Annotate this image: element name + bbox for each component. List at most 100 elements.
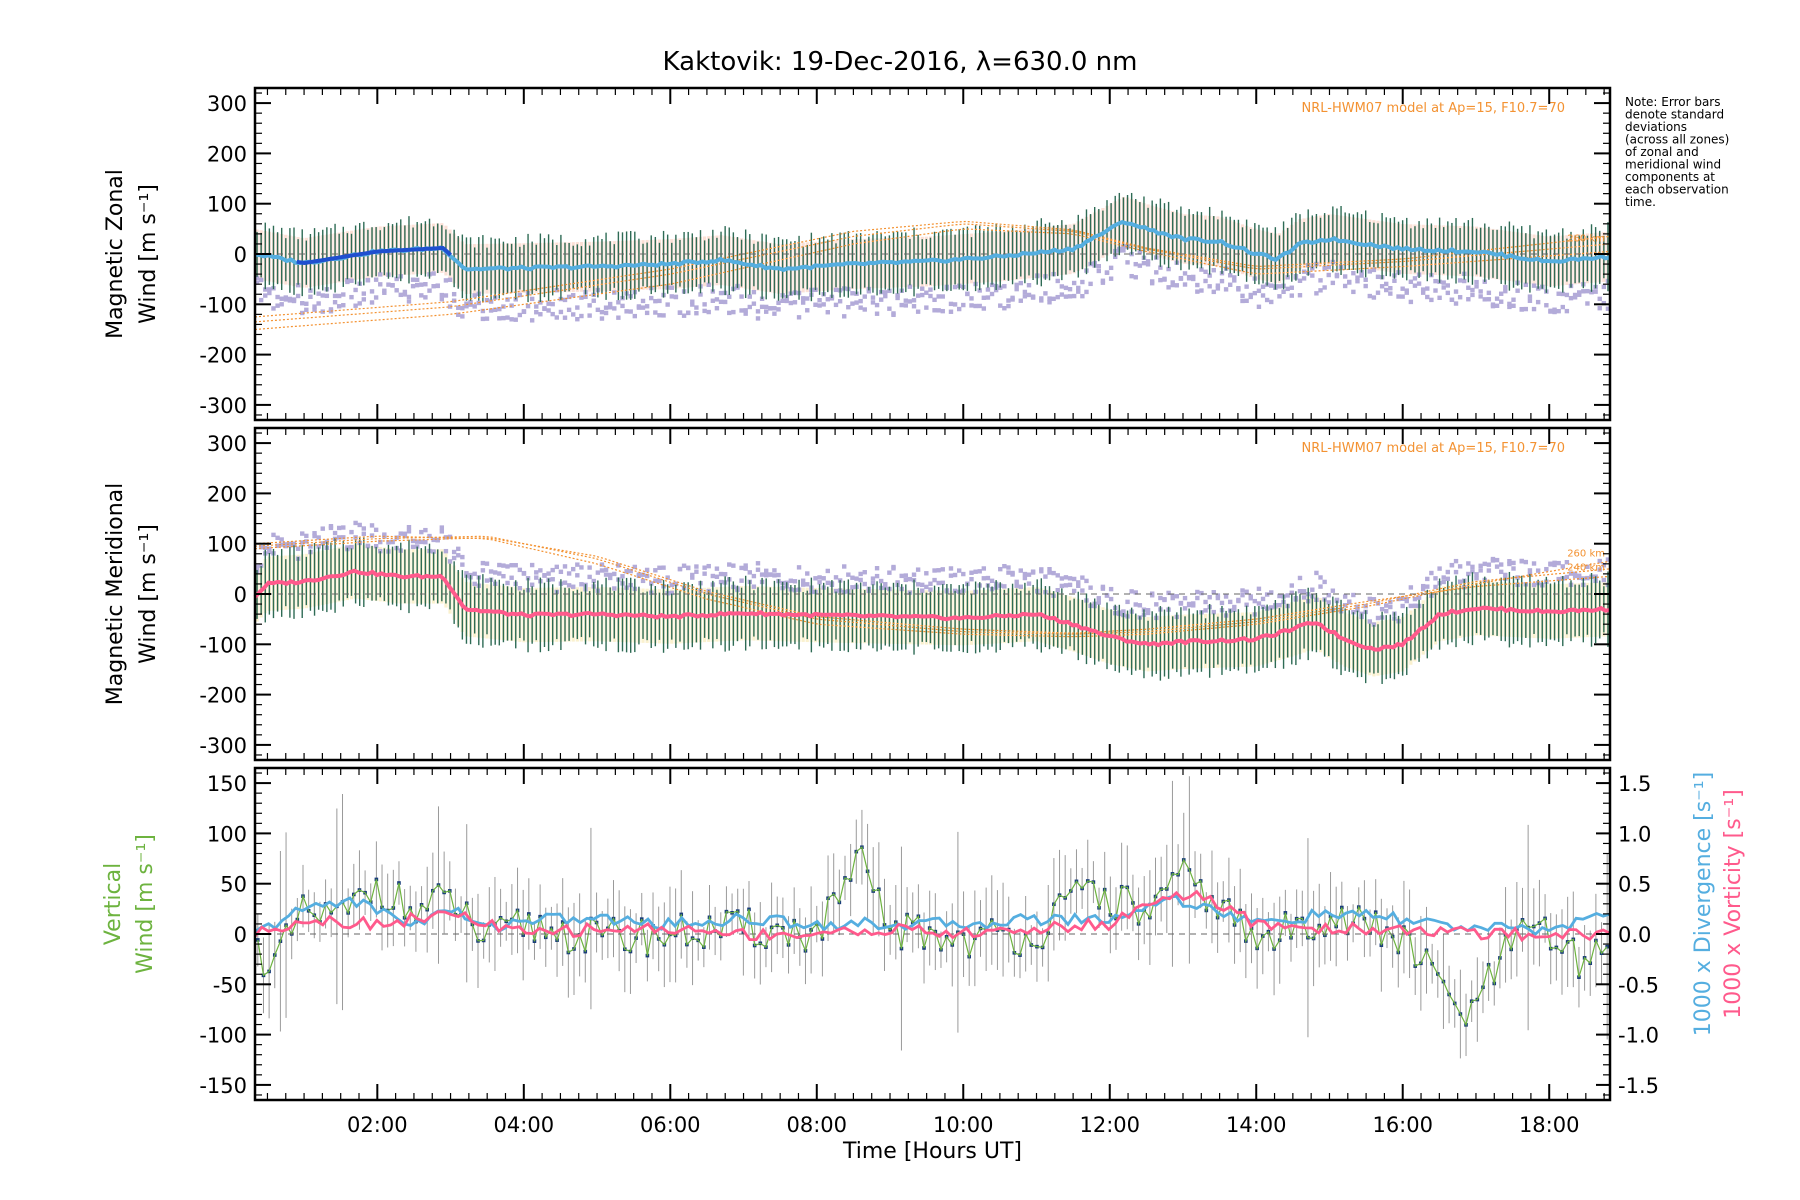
note-line: each observation [1625, 183, 1729, 197]
y-tick-label: 0 [234, 243, 247, 267]
lavender-point [870, 295, 876, 300]
y-axis-label: Wind [m s⁻¹] [133, 834, 158, 974]
lavender-point [254, 275, 260, 281]
lavender-point [497, 571, 502, 576]
lavender-point [1289, 590, 1294, 595]
lavender-point [998, 303, 1003, 308]
lavender-point [665, 575, 670, 580]
lavender-point [488, 299, 494, 304]
lavender-point [1531, 306, 1537, 312]
lavender-point [509, 563, 514, 568]
lavender-point [509, 317, 514, 322]
lavender-point [956, 306, 962, 312]
lavender-point [1067, 286, 1073, 292]
lavender-point [353, 287, 358, 293]
lavender-point [316, 291, 321, 296]
lavender-point [279, 302, 284, 307]
lavender-point [681, 313, 687, 318]
lavender-point [378, 548, 383, 554]
lavender-point [258, 563, 264, 568]
lavender-point [677, 566, 683, 572]
lavender-point [718, 299, 724, 305]
lavender-point [661, 565, 666, 570]
lavender-point [373, 527, 379, 533]
lavender-point [1601, 562, 1607, 568]
lavender-point [300, 540, 305, 545]
lavender-point [714, 306, 720, 311]
lavender-point [1199, 288, 1204, 293]
lavender-point [414, 544, 420, 549]
lavender-point [1071, 280, 1077, 286]
lavender-point [1022, 289, 1028, 295]
lavender-point [1310, 273, 1315, 278]
vorticity-axis-label: 1000 x Vorticity [s⁻¹] [1721, 789, 1746, 1019]
lavender-point [1326, 264, 1331, 270]
lavender-point [562, 297, 568, 303]
lavender-point [1482, 297, 1487, 302]
lavender-point [661, 313, 666, 318]
lavender-point [1260, 604, 1266, 610]
right-tick-label: -1.5 [1618, 1074, 1659, 1098]
lavender-point [1232, 604, 1237, 610]
lavender-point [1088, 281, 1093, 287]
lavender-point [1351, 270, 1356, 276]
lavender-point [1071, 588, 1077, 594]
lavender-point [1367, 619, 1372, 624]
lavender-point [669, 294, 674, 299]
lavender-point [308, 288, 313, 293]
lavender-point [640, 298, 646, 304]
lavender-point [254, 564, 260, 569]
lavender-point [1478, 289, 1483, 294]
lavender-point [1519, 307, 1524, 312]
lavender-point [924, 584, 929, 590]
lavender-point [554, 287, 559, 293]
lavender-point [312, 533, 317, 539]
model-line [254, 220, 1611, 318]
lavender-point [365, 277, 371, 283]
lavender-point [1416, 595, 1422, 600]
y-tick-label: 100 [207, 193, 247, 217]
lavender-point [1158, 265, 1163, 270]
lavender-point [571, 584, 576, 589]
lavender-point [1314, 291, 1319, 296]
lavender-point [743, 311, 748, 316]
lavender-point [632, 313, 638, 319]
lavender-point [1425, 584, 1430, 589]
lavender-point [1577, 290, 1582, 295]
lavender-point [1330, 588, 1336, 593]
lavender-point [320, 526, 325, 531]
lavender-point [1552, 562, 1557, 568]
lavender-point [1211, 267, 1216, 273]
lavender-point [1059, 284, 1065, 289]
lavender-point [1494, 564, 1500, 569]
lavender-point [1531, 283, 1537, 288]
lavender-point [673, 294, 679, 300]
lavender-point [267, 290, 272, 296]
lavender-point [1474, 284, 1479, 289]
lavender-point [1527, 294, 1533, 299]
lavender-point [427, 533, 432, 539]
lavender-point [800, 578, 806, 583]
lavender-point [805, 571, 810, 576]
lavender-point [1030, 294, 1036, 299]
lavender-point [1227, 282, 1233, 287]
lavender-point [940, 580, 945, 585]
lavender-point [805, 296, 810, 301]
lavender-point [464, 571, 469, 576]
lavender-point [378, 539, 383, 545]
lavender-point [788, 578, 794, 583]
lavender-point [1511, 566, 1516, 571]
lavender-point [423, 282, 428, 287]
lavender-point [620, 303, 625, 309]
lavender-point [443, 535, 449, 540]
lavender-point [1211, 609, 1216, 615]
lavender-point [887, 570, 892, 575]
lavender-point [907, 299, 913, 304]
note-line: deviations [1625, 120, 1687, 134]
lavender-point [1503, 572, 1508, 578]
lavender-point [928, 587, 933, 592]
lavender-point [1441, 280, 1446, 285]
lavender-point [378, 272, 383, 277]
lavender-point [932, 568, 937, 573]
lavender-point [414, 277, 420, 283]
